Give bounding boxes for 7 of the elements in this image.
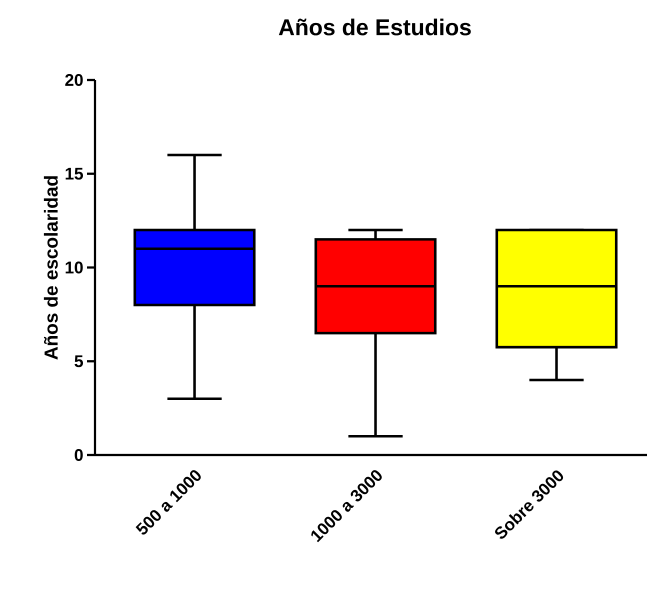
y-tick-label: 10	[66, 262, 83, 274]
chart-title: Años de Estudios	[278, 18, 471, 36]
y-tick-label: 15	[66, 168, 84, 180]
y-axis-title: Años de escolaridad	[44, 176, 58, 360]
y-tick-label: 5	[74, 355, 84, 368]
y-tick-label: 0	[74, 449, 83, 461]
y-tick-label: 20	[65, 74, 83, 86]
